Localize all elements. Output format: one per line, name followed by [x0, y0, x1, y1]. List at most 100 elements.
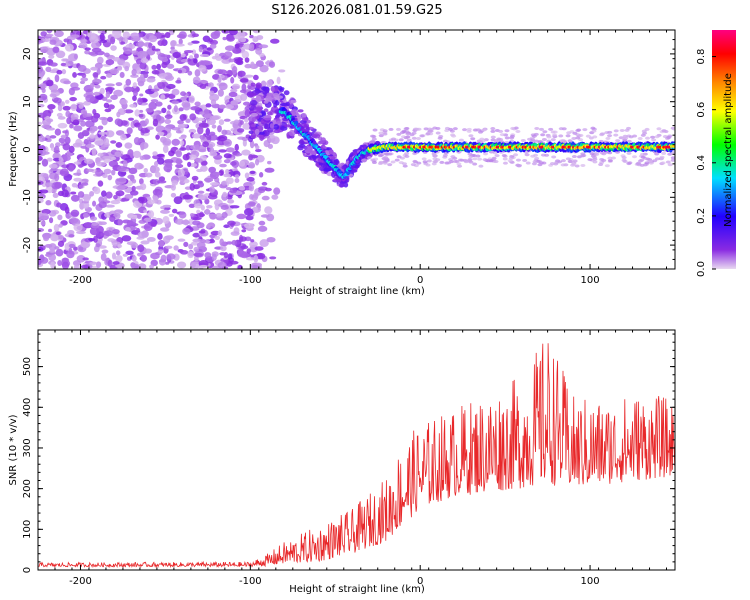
spectrogram-cell [558, 127, 564, 131]
spectrogram-cell [263, 114, 272, 121]
spectrogram-cell [204, 113, 212, 119]
spectrogram-cell [182, 227, 191, 235]
spectrogram-cell [240, 93, 248, 102]
spectrogram-cell [166, 63, 175, 69]
spectrogram-cell [89, 126, 96, 134]
spectrogram-cell [560, 163, 566, 167]
spectrogram-cell [111, 252, 116, 260]
spectrogram-cell [139, 183, 147, 191]
spectrogram-cell [410, 163, 416, 167]
spectrogram-cell [270, 38, 280, 44]
spectrogram-cell [164, 75, 175, 82]
spectrogram-cell [515, 158, 521, 162]
spectrogram-cell [66, 117, 72, 125]
spectrogram-cell [131, 185, 136, 192]
spectrogram-cell [110, 36, 116, 45]
spectrogram-cell [279, 87, 285, 91]
spectrogram-cell [405, 132, 411, 136]
spectrogram-cell [191, 40, 200, 44]
spectrogram-cell [98, 131, 108, 135]
spectrogram-cell [187, 161, 192, 168]
spectrogram-cell [257, 225, 268, 232]
spectrogram-cell [530, 154, 536, 158]
spectrogram-cell [73, 264, 79, 269]
spectrogram-cell [131, 68, 137, 76]
spectrogram-cell [165, 162, 173, 168]
spectrogram-cell [53, 223, 60, 232]
spectrogram-cell [589, 152, 595, 156]
spectrogram-cell [57, 116, 66, 120]
spectrogram-cell [211, 253, 217, 261]
spectrogram-cell [534, 139, 540, 143]
spectrogram-cell [156, 157, 165, 165]
spectrogram-cell [161, 61, 168, 69]
spectrogram-cell [672, 127, 675, 131]
spectrogram-cell [481, 128, 487, 132]
spectrogram-cells [38, 30, 675, 269]
spectrogram-cell [90, 66, 99, 71]
spectrogram-cell [92, 200, 97, 207]
spectrogram-cell [371, 161, 377, 165]
spectrogram-cell [435, 158, 441, 162]
spectrogram-cell [478, 164, 484, 168]
spectrogram-cell [585, 134, 591, 138]
spectrogram-cell [269, 256, 277, 260]
spectrogram-cell [41, 88, 46, 94]
spectrogram-cell [391, 137, 397, 141]
spectrogram-cell [230, 100, 239, 106]
spectrogram-cell [107, 259, 113, 268]
spectrogram-cell [263, 108, 269, 113]
spectrogram-cell [177, 238, 186, 242]
spectrogram-cell [290, 109, 299, 116]
spectrogram-cell [307, 145, 313, 153]
spectrogram-cell [38, 227, 45, 233]
spectrogram-cell [138, 178, 144, 185]
spectrogram-cell [215, 55, 223, 61]
spectrogram-cell [110, 156, 117, 161]
spectrogram-cell [648, 161, 654, 165]
spectrogram-cell [261, 181, 268, 186]
spectrogram-cell [217, 261, 227, 269]
spectrogram-cell [195, 158, 203, 163]
spectrogram-cell [490, 138, 496, 142]
spectrogram-cell [225, 177, 234, 185]
spectrogram-cell [116, 178, 127, 182]
spectrogram-cell [221, 58, 232, 64]
spectrogram-cell [341, 165, 347, 170]
spectrogram-cell [534, 156, 540, 160]
spectrogram-cell [46, 118, 54, 123]
spectrogram-cell [607, 134, 613, 138]
spectrogram-cell [234, 143, 239, 152]
spectrogram-cell [68, 164, 75, 172]
spectrogram-cell [38, 97, 43, 103]
spectrogram-cell [154, 70, 160, 75]
spectrogram-cell [115, 250, 121, 256]
spectrogram-cell [223, 138, 232, 147]
spectrogram-cell [95, 50, 105, 56]
spectrogram-cell [112, 57, 121, 62]
spectrogram-cell [124, 193, 134, 199]
spectrogram-cell [422, 160, 428, 164]
spectrogram-cell [269, 123, 275, 129]
spectrogram-cell [98, 221, 107, 226]
spectrogram-cell [101, 249, 109, 254]
spectrogram-cell [531, 134, 537, 138]
spectrogram-cell [57, 214, 63, 221]
spectrogram-cell [126, 127, 133, 135]
spectrogram-cell [220, 245, 227, 252]
spectrogram-cell [475, 154, 481, 158]
spectrogram-cell [640, 133, 646, 137]
spectrogram-cell [137, 41, 145, 47]
spectrogram-cell [249, 241, 258, 248]
spectrogram-cell [38, 112, 47, 118]
spectrogram-cell [70, 191, 77, 195]
spectrogram-cell [178, 31, 187, 39]
spectrogram-cell [198, 46, 203, 53]
spectrogram-cell [84, 120, 95, 128]
spectrogram-cell [457, 164, 463, 168]
spectrogram-cell [252, 264, 259, 269]
spectrogram-cell [148, 35, 158, 43]
spectrogram-cell [258, 172, 264, 178]
spectrogram-cell [432, 160, 438, 164]
spectrogram-cell [85, 143, 95, 149]
